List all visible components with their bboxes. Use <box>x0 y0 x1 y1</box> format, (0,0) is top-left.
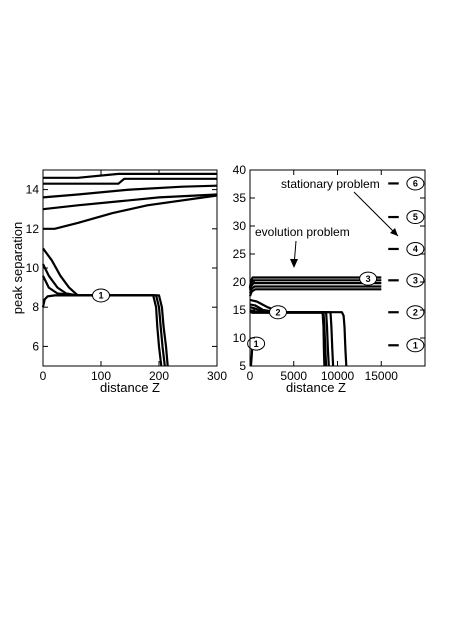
right-badge-ellipse <box>247 336 266 351</box>
stationary-arrow-head <box>390 228 398 236</box>
right-badge-3: 3 <box>359 271 378 286</box>
right-series-line-5 <box>248 288 382 297</box>
stationary-problem-arrow <box>353 191 399 237</box>
right-badge-1: 1 <box>247 336 266 351</box>
left-y-axis-label: peak separation <box>10 222 25 315</box>
right-badge-label: 1 <box>413 340 418 350</box>
right-ytick-label: 10 <box>233 331 247 345</box>
right-series-line-3 <box>248 282 382 291</box>
right-plot-frame <box>249 169 426 367</box>
left-x-axis-label: distance Z <box>100 380 160 395</box>
left-xtick-label: 0 <box>40 369 47 383</box>
evolution-arrow-head <box>290 259 298 268</box>
right-badge-9: 6 <box>406 176 425 191</box>
right-ytick-label: 30 <box>233 219 247 233</box>
right-chart-panel: 1 2 3 1 2 3 4 5 6 0 5000 10000 15000 5 10 15 20 25 30 35 40… <box>233 163 426 395</box>
right-annotations: 1 2 3 1 2 3 4 5 6 <box>247 176 425 353</box>
right-series-line-10 <box>249 310 326 367</box>
right-series-line-8 <box>249 306 335 367</box>
right-series-group <box>248 182 399 367</box>
left-ytick-label: 14 <box>26 183 40 197</box>
left-series-line-2 <box>43 177 217 185</box>
right-badge-ellipse <box>269 305 287 320</box>
left-ticks: 0 100 200 300 6 8 10 12 14 <box>26 170 227 383</box>
left-series-line-9 <box>41 294 154 308</box>
right-badge-ellipse <box>406 176 425 191</box>
right-badge-label: 4 <box>413 244 418 254</box>
left-series-line-7 <box>42 263 166 367</box>
right-badge-2: 2 <box>269 305 287 320</box>
left-badge-ellipse <box>92 288 110 303</box>
right-badge-label: 3 <box>366 274 371 284</box>
left-xtick-label: 300 <box>207 369 227 383</box>
right-badge-label: 1 <box>254 339 259 349</box>
left-series-line-3 <box>42 184 218 199</box>
right-ytick-label: 40 <box>233 163 247 177</box>
left-series-line-5 <box>43 194 218 230</box>
right-xtick-label: 0 <box>247 369 254 383</box>
right-badge-label: 6 <box>413 179 418 189</box>
right-badge-ellipse <box>406 210 425 225</box>
right-badge-label: 3 <box>413 276 418 286</box>
left-badge-label: 1 <box>98 291 103 301</box>
right-badge-label: 2 <box>275 307 280 317</box>
right-badge-ellipse <box>406 241 425 256</box>
left-badge-1: 1 <box>92 288 110 303</box>
right-badge-label: 5 <box>413 212 418 222</box>
right-badge-4: 1 <box>406 338 425 353</box>
left-annotations: 1 <box>92 288 110 303</box>
right-xtick-label: 15000 <box>365 369 399 383</box>
right-badge-6: 3 <box>406 273 425 288</box>
right-badge-label: 2 <box>413 307 418 317</box>
right-ytick-label: 15 <box>233 303 247 317</box>
left-series-line-1 <box>43 172 217 179</box>
left-chart-panel: 1 0 100 200 300 6 8 10 12 14 distance Z peak sep… <box>10 169 227 395</box>
left-series-line-8 <box>42 275 169 367</box>
left-xtick-label: 200 <box>149 369 169 383</box>
evolution-problem-label: evolution problem <box>255 225 350 239</box>
left-ytick-label: 12 <box>26 222 40 236</box>
right-ytick-label: 20 <box>233 275 247 289</box>
right-badge-ellipse <box>406 338 425 353</box>
right-badge-7: 4 <box>406 241 425 256</box>
left-ytick-label: 6 <box>32 339 39 353</box>
right-ytick-label: 25 <box>233 247 247 261</box>
left-ytick-label: 8 <box>32 300 39 314</box>
right-ytick-label: 35 <box>233 191 247 205</box>
left-xtick-label: 100 <box>91 369 111 383</box>
left-series-line-4 <box>42 193 218 211</box>
right-badge-ellipse <box>359 271 378 286</box>
right-badge-ellipse <box>406 273 425 288</box>
stationary-problem-label: stationary problem <box>281 177 380 191</box>
right-ytick-label: 5 <box>239 359 246 373</box>
right-badge-8: 5 <box>406 210 425 225</box>
right-xtick-label: 5000 <box>280 369 307 383</box>
left-series-group <box>41 172 218 367</box>
right-series-line-9 <box>249 308 348 367</box>
right-x-axis-label: distance Z <box>286 380 346 395</box>
left-ytick-label: 10 <box>26 261 40 275</box>
right-badge-ellipse <box>406 305 425 320</box>
right-badge-5: 2 <box>406 305 425 320</box>
left-series-line-6 <box>42 247 163 367</box>
right-xtick-label: 10000 <box>321 369 355 383</box>
